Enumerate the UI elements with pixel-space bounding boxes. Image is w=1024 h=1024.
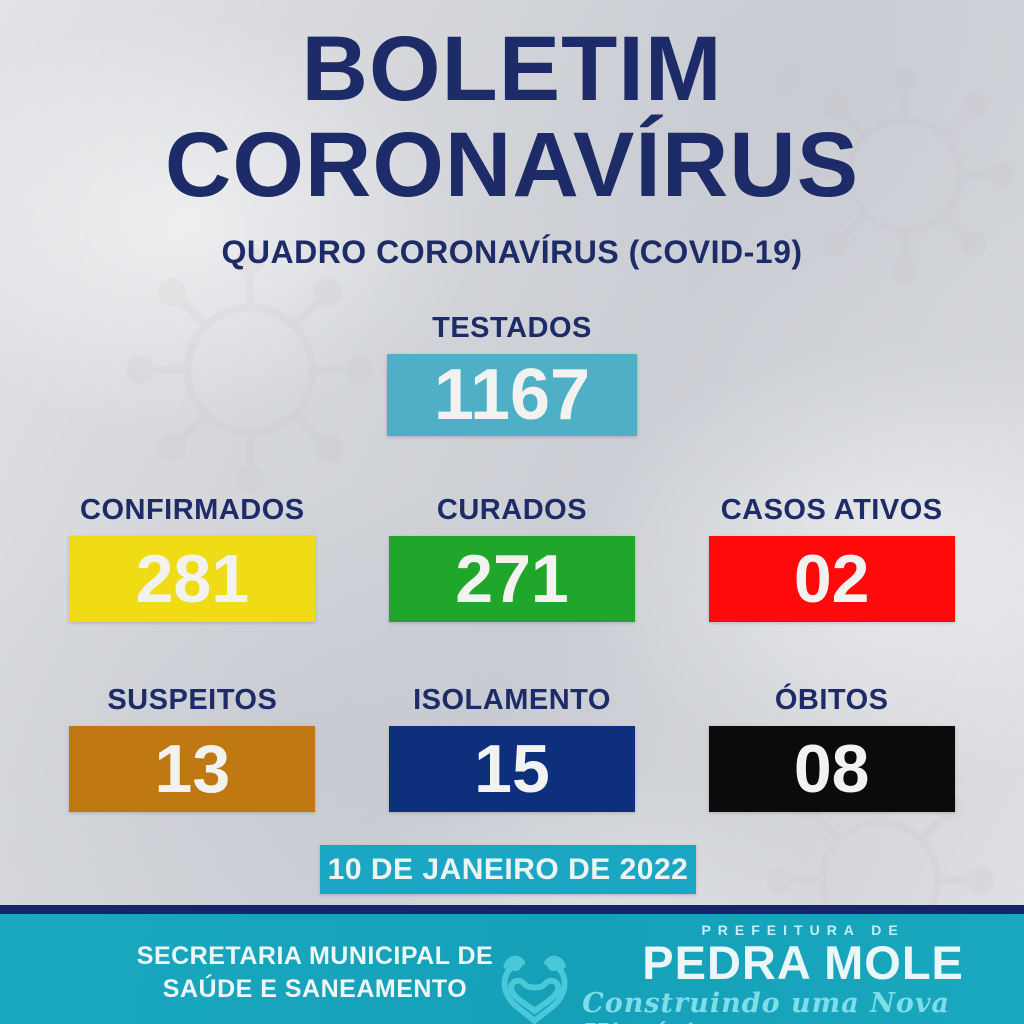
footer-divider [0,905,1024,914]
department-line-1: SECRETARIA MUNICIPAL DE [136,942,494,970]
date-banner: 10 DE JANEIRO DE 2022 [320,845,696,894]
stat-label-confirmados: CONFIRMADOS [80,494,305,526]
page-title: BOLETIM CORONAVÍRUS [0,18,1024,216]
stat-label-suspeitos: SUSPEITOS [107,684,278,716]
stat-value-confirmados: 281 [69,536,316,622]
stat-curados: CURADOS 271 [380,494,645,622]
stat-obitos: ÓBITOS 08 [699,684,964,812]
stat-value-isolamento: 15 [388,726,635,812]
stat-value-casos-ativos: 02 [708,536,955,622]
stat-label-curados: CURADOS [436,494,588,526]
stat-label-casos-ativos: CASOS ATIVOS [720,494,943,526]
footer: SECRETARIA MUNICIPAL DE SAÚDE E SANEAMEN… [0,914,1024,1024]
title-line-2: CORONAVÍRUS [164,113,860,216]
page-subtitle: QUADRO CORONAVÍRUS (COVID-19) [221,234,803,270]
city-name: PEDRA MOLE [642,936,964,989]
prefeitura-brand: PREFEITURA DE PEDRA MOLE Construindo uma… [493,922,1024,1024]
stat-suspeitos: SUSPEITOS 13 [60,684,325,812]
prefeitura-label: PREFEITURA DE [701,922,905,938]
department-line-2: SAÚDE E SANEAMENTO [162,974,468,1003]
stats-row-1: CONFIRMADOS 281 CURADOS 271 CASOS ATIVOS… [60,494,964,622]
stat-testados: TESTADOS 1167 [0,312,1024,436]
stat-value-suspeitos: 13 [69,726,316,812]
brand-text: PREFEITURA DE PEDRA MOLE Construindo uma… [582,922,1024,1024]
stat-isolamento: ISOLAMENTO 15 [380,684,645,812]
stat-confirmados: CONFIRMADOS 281 [60,494,325,622]
stat-value-testados: 1167 [387,354,637,436]
stats-row-2: SUSPEITOS 13 ISOLAMENTO 15 ÓBITOS 08 [60,684,964,812]
title-line-1: BOLETIM [301,18,723,120]
stat-value-obitos: 08 [708,726,955,812]
stat-label-testados: TESTADOS [432,312,592,344]
brand-tagline: Construindo uma Nova História [582,988,951,1024]
stat-label-obitos: ÓBITOS [774,684,889,716]
department-name: SECRETARIA MUNICIPAL DE SAÚDE E SANEAMEN… [95,940,535,1005]
stat-label-isolamento: ISOLAMENTO [413,684,611,716]
people-heart-icon [501,955,568,1024]
stat-casos-ativos: CASOS ATIVOS 02 [699,494,964,622]
stat-value-curados: 271 [388,536,635,622]
